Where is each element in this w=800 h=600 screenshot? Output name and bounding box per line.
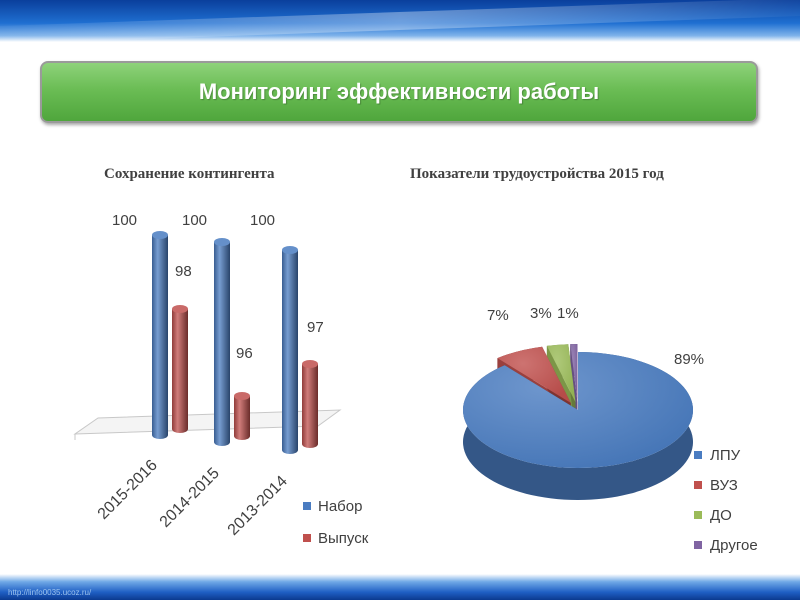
bar-2014-2015-Набор xyxy=(214,238,230,446)
bar-2014-2015-Выпуск xyxy=(234,392,250,440)
legend-label-Выпуск: Выпуск xyxy=(318,530,369,547)
bottom-decor-band xyxy=(0,574,800,600)
bar-data-label: 97 xyxy=(307,319,324,336)
bar-data-label: 96 xyxy=(236,345,253,362)
bar-chart-title: Сохранение контингента xyxy=(104,166,275,182)
bar-top xyxy=(302,360,318,368)
pie-data-label: 7% xyxy=(487,307,509,324)
bar-top xyxy=(172,305,188,313)
legend-swatch-Выпуск xyxy=(303,534,311,542)
pie-slice-top xyxy=(497,346,571,403)
bar-2013-2014-Набор xyxy=(282,246,298,454)
legend-label-ДО: ДО xyxy=(710,507,732,524)
legend-swatch-ВУЗ xyxy=(694,481,702,489)
bar-data-label: 100 xyxy=(250,212,275,229)
pie-chart-title: Показатели трудоустройства 2015 год xyxy=(410,166,664,182)
legend-swatch-Набор xyxy=(303,502,311,510)
pie-data-label: 3% xyxy=(530,305,552,322)
legend-label-ЛПУ: ЛПУ xyxy=(710,447,741,464)
legend-label-Набор: Набор xyxy=(318,498,362,515)
pie-slice-ЛПУ xyxy=(462,352,693,500)
top-decor-band xyxy=(0,0,800,42)
bar-top xyxy=(282,246,298,254)
legend-swatch-Другое xyxy=(694,541,702,549)
bar-body xyxy=(214,242,230,446)
page-title: Мониторинг эффективности работы xyxy=(198,79,600,104)
bar-body xyxy=(152,235,168,439)
pie-slice-Другое xyxy=(570,344,578,435)
pie-slice-top xyxy=(546,344,576,403)
bar-body xyxy=(282,250,298,454)
pie-slice-top xyxy=(570,344,578,403)
legend-label-Другое: Другое xyxy=(710,537,758,554)
bar-data-label: 100 xyxy=(112,212,137,229)
bar-2015-2016-Выпуск xyxy=(172,305,188,433)
watermark-url: http://linfo0035.ucoz.ru/ xyxy=(8,588,92,597)
bar-top xyxy=(234,392,250,400)
pie-slice-top xyxy=(462,352,693,469)
bar-body xyxy=(172,309,188,433)
legend-label-ВУЗ: ВУЗ xyxy=(710,477,738,494)
legend-swatch-ДО xyxy=(694,511,702,519)
pie-data-label: 1% xyxy=(557,305,579,322)
bar-data-label: 100 xyxy=(182,212,207,229)
bar-top xyxy=(152,231,168,239)
title-banner: Мониторинг эффективности работы xyxy=(40,61,758,123)
bar-2015-2016-Набор xyxy=(152,231,168,439)
pie-data-label: 89% xyxy=(674,351,704,368)
legend-swatch-ЛПУ xyxy=(694,451,702,459)
bar-2013-2014-Выпуск xyxy=(302,360,318,448)
bar-body xyxy=(234,396,250,440)
bar-top xyxy=(214,238,230,246)
bar-data-label: 98 xyxy=(175,263,192,280)
bar-body xyxy=(302,364,318,448)
